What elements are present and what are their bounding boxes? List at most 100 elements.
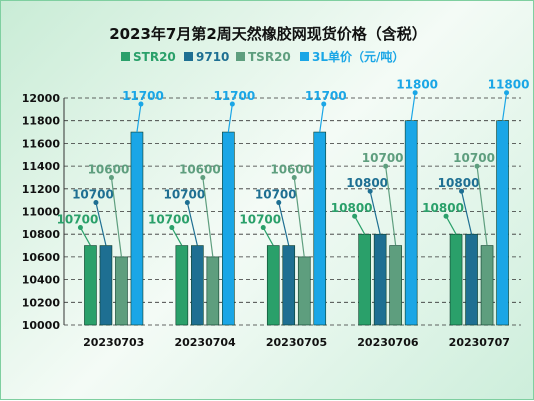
y-tick-label: 10400 [22,274,61,287]
x-axis: 20230703 20230704 20230705 20230706 20230707 [83,336,510,349]
label-leader-line [460,191,473,235]
legend: STR20 9710 TSR20 3L单价（元/吨） [121,49,404,64]
x-tick-label: 20230706 [357,336,419,349]
x-tick-label: 20230705 [266,336,327,349]
data-label: 10700 [148,213,190,227]
label-leader-dot [383,163,389,169]
label-leader-dot [367,188,373,194]
label-leader-dot [108,175,114,181]
y-tick-label: 11800 [22,115,61,128]
bar [373,233,387,326]
bar [389,245,402,326]
label-leader-dot [138,101,144,107]
x-tick-label: 20230707 [449,336,510,349]
data-label: 11700 [213,89,255,103]
data-labels: 10700 10700 10600 11700 10700 10700 10600 11700… [57,78,530,257]
label-leader-line [278,202,290,246]
data-label: 10800 [331,201,373,215]
data-label: 10600 [270,163,312,177]
label-leader-line [501,92,508,121]
bar [282,245,296,326]
data-label: 10600 [179,163,221,177]
data-label: 10700 [163,188,205,202]
label-leader-line [293,177,305,257]
label-leader-dot [276,200,282,206]
label-leader-dot [321,101,327,107]
bar [297,256,311,326]
label-leader-dot [352,213,358,219]
legend-label: 9710 [196,50,229,64]
label-leader-dot [169,225,175,231]
bar [266,245,280,326]
bar [84,245,97,326]
label-leader-line [171,227,183,246]
bars [84,120,509,326]
data-label: 10700 [57,213,99,227]
bar [480,245,494,326]
y-tick-label: 11000 [22,206,61,219]
label-leader-dot [504,90,510,96]
data-label: 10700 [239,213,281,227]
data-label: 11800 [396,78,438,92]
gridlines [64,97,521,326]
label-leader-dot [412,90,418,96]
label-leader-line [227,103,233,133]
y-tick-label: 11600 [22,137,61,150]
label-leader-line [186,202,198,246]
data-label: 10700 [453,151,495,165]
y-tick-label: 11400 [22,160,61,173]
label-leader-line [369,191,381,235]
y-axis: 10000 10200 10400 10600 10800 11000 11200 11400… [22,92,65,332]
legend-swatch [300,52,309,61]
bar [175,245,189,326]
y-tick-label: 10200 [22,296,61,309]
label-leader-line [319,103,325,133]
label-leader-dot [229,101,235,107]
x-tick-label: 20230703 [83,336,144,349]
label-leader-line [445,215,457,235]
label-leader-line [410,92,416,121]
chart-title: 2023年7月第2周天然橡胶网现货价格（含税） [109,25,427,43]
label-leader-line [202,177,214,257]
data-label: 11800 [488,78,530,92]
label-leader-line [262,227,274,246]
y-tick-label: 12000 [22,92,61,105]
label-leader-line [385,166,397,246]
bar [449,233,463,326]
label-leader-line [136,103,142,133]
legend-swatch [236,52,245,61]
label-leader-dot [93,200,99,206]
bar [222,131,235,326]
y-tick-label: 10600 [22,251,61,264]
data-label: 10800 [422,201,464,215]
data-label: 11700 [305,89,347,103]
data-label: 10700 [255,188,297,202]
label-leader-line [110,177,123,257]
bar [313,131,327,326]
x-tick-label: 20230704 [174,336,236,349]
bar [191,245,204,326]
bar [206,256,220,326]
label-leader-dot [474,163,480,169]
y-tick-label: 10000 [22,319,61,332]
data-label: 10800 [346,176,388,190]
bar [404,120,418,326]
bar [496,120,509,326]
label-leader-line [476,166,488,246]
label-leader-line [354,215,366,235]
label-leader-dot [184,200,190,206]
bar [115,256,128,326]
data-label: 11700 [122,89,164,103]
y-tick-label: 11200 [22,183,61,196]
legend-label: 3L单价（元/吨） [312,49,404,64]
label-leader-dot [260,225,266,231]
bar [99,245,113,326]
data-label: 10800 [438,176,480,190]
bar [130,131,144,326]
data-label: 10700 [72,188,114,202]
label-leader-line [79,227,91,246]
data-label: 10700 [362,151,404,165]
label-leader-line [95,202,107,246]
legend-swatch [184,52,193,61]
legend-swatch [121,52,130,61]
